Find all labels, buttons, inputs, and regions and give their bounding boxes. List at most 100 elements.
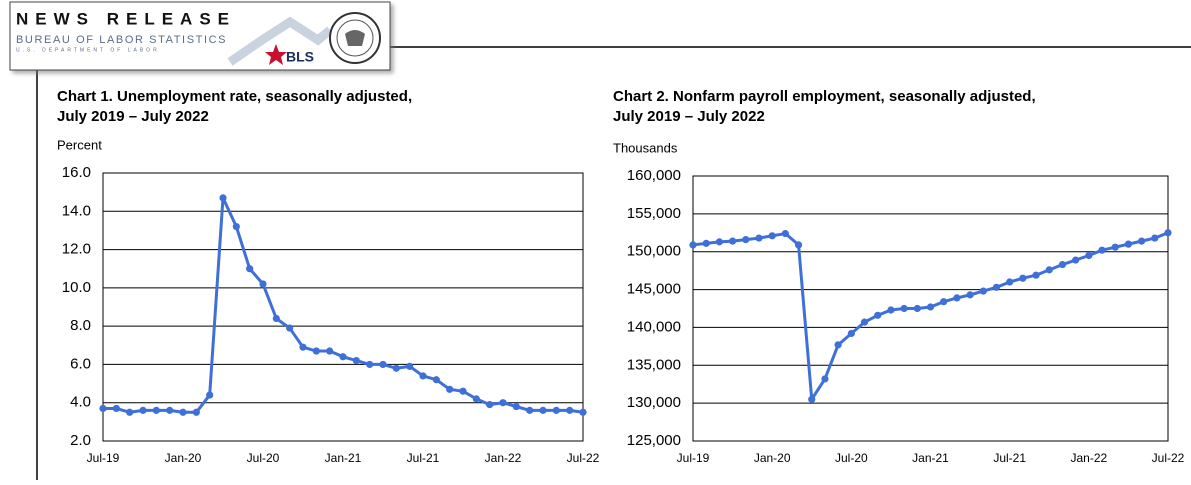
y-tick-label: 14.0 bbox=[62, 202, 91, 219]
data-point bbox=[1045, 266, 1053, 274]
x-tick-label: Jul-19 bbox=[87, 451, 120, 465]
data-point bbox=[379, 360, 387, 369]
data-point bbox=[246, 265, 254, 273]
data-point bbox=[1111, 243, 1119, 251]
data-point bbox=[526, 406, 534, 414]
data-point bbox=[219, 194, 227, 202]
data-point bbox=[299, 343, 307, 351]
data-point bbox=[312, 347, 320, 355]
data-point bbox=[900, 304, 908, 313]
y-tick-label: 8.0 bbox=[70, 317, 91, 334]
data-point bbox=[152, 406, 160, 414]
x-tick-label: Jan-22 bbox=[1070, 451, 1107, 465]
data-point bbox=[1085, 251, 1093, 260]
data-point bbox=[755, 234, 763, 242]
chart-subtitle: July 2019 – July 2022 bbox=[613, 108, 765, 125]
x-tick-label: Jul-20 bbox=[835, 451, 868, 465]
data-point bbox=[419, 372, 427, 380]
data-point bbox=[1098, 246, 1106, 254]
y-tick-label: 150,000 bbox=[627, 243, 681, 260]
data-point bbox=[1032, 271, 1040, 279]
data-point bbox=[979, 287, 987, 295]
banner-chevron bbox=[227, 16, 333, 66]
data-point bbox=[821, 375, 829, 383]
data-point bbox=[1124, 240, 1133, 248]
data-point bbox=[1006, 278, 1014, 286]
data-point bbox=[781, 229, 789, 238]
x-tick-label: Jul-20 bbox=[247, 451, 280, 465]
data-point bbox=[1058, 260, 1067, 269]
y-tick-label: 145,000 bbox=[627, 281, 681, 298]
data-point bbox=[539, 406, 547, 414]
data-point bbox=[874, 311, 882, 319]
chart-title: Chart 1. Unemployment rate, seasonally a… bbox=[57, 88, 412, 105]
data-point bbox=[992, 283, 1001, 291]
x-tick-label: Jan-20 bbox=[165, 451, 202, 465]
data-point bbox=[232, 223, 240, 231]
data-point bbox=[689, 241, 697, 249]
chart-subtitle: July 2019 – July 2022 bbox=[57, 108, 209, 125]
data-point bbox=[352, 357, 360, 365]
header-banner: NEWS RELEASE BUREAU OF LABOR STATISTICS … bbox=[9, 1, 391, 71]
data-point bbox=[339, 353, 347, 361]
x-tick-label: Jan-21 bbox=[912, 451, 949, 465]
plot-frame bbox=[692, 175, 1169, 442]
data-point bbox=[926, 303, 935, 311]
banner-title: NEWS RELEASE bbox=[16, 9, 236, 28]
y-axis-label: Thousands bbox=[613, 140, 678, 155]
data-point bbox=[286, 324, 294, 332]
y-tick-label: 155,000 bbox=[627, 205, 681, 222]
banner-agency: BUREAU OF LABOR STATISTICS bbox=[16, 34, 227, 46]
data-point bbox=[112, 404, 120, 413]
x-tick-label: Jan-20 bbox=[754, 451, 791, 465]
data-point bbox=[566, 406, 574, 414]
y-tick-label: 140,000 bbox=[627, 318, 681, 335]
data-point bbox=[139, 406, 147, 414]
data-point bbox=[486, 401, 494, 409]
x-tick-label: Jul-21 bbox=[407, 451, 440, 465]
data-point bbox=[166, 406, 174, 414]
data-point bbox=[966, 291, 974, 299]
data-point bbox=[259, 280, 267, 288]
y-tick-label: 130,000 bbox=[627, 394, 681, 411]
data-point bbox=[1151, 234, 1159, 242]
data-line bbox=[692, 231, 1169, 401]
y-tick-label: 135,000 bbox=[627, 356, 681, 373]
data-point bbox=[192, 408, 200, 416]
data-point bbox=[126, 408, 134, 416]
data-point bbox=[887, 306, 895, 314]
data-point bbox=[847, 329, 855, 338]
data-point bbox=[406, 362, 414, 370]
x-tick-label: Jan-21 bbox=[325, 451, 362, 465]
data-point bbox=[1138, 237, 1146, 245]
data-point bbox=[1019, 274, 1027, 282]
data-point bbox=[432, 376, 440, 384]
data-point bbox=[794, 241, 803, 249]
y-tick-label: 16.0 bbox=[62, 164, 91, 181]
data-point bbox=[99, 404, 107, 413]
banner-department: U.S. DEPARTMENT OF LABOR bbox=[16, 47, 160, 53]
data-point bbox=[1072, 256, 1080, 264]
data-line bbox=[103, 196, 584, 414]
data-point bbox=[472, 395, 480, 403]
data-point bbox=[1164, 229, 1172, 237]
data-point bbox=[742, 236, 750, 244]
data-point bbox=[179, 408, 187, 416]
plot-frame bbox=[102, 172, 584, 442]
data-point bbox=[446, 385, 454, 393]
x-tick-label: Jul-19 bbox=[677, 451, 710, 465]
data-point bbox=[272, 314, 280, 323]
logo-text: BLS bbox=[286, 49, 314, 65]
data-point bbox=[512, 402, 520, 411]
seal-inner bbox=[336, 19, 374, 57]
y-tick-label: 10.0 bbox=[62, 279, 91, 296]
data-point bbox=[728, 237, 737, 245]
data-point bbox=[715, 238, 723, 246]
x-tick-label: Jan-22 bbox=[485, 451, 522, 465]
chart-title: Chart 2. Nonfarm payroll employment, sea… bbox=[613, 88, 1036, 105]
data-point bbox=[326, 347, 334, 355]
data-point bbox=[834, 341, 842, 349]
seal-eagle bbox=[345, 30, 365, 46]
y-tick-label: 6.0 bbox=[70, 355, 91, 372]
